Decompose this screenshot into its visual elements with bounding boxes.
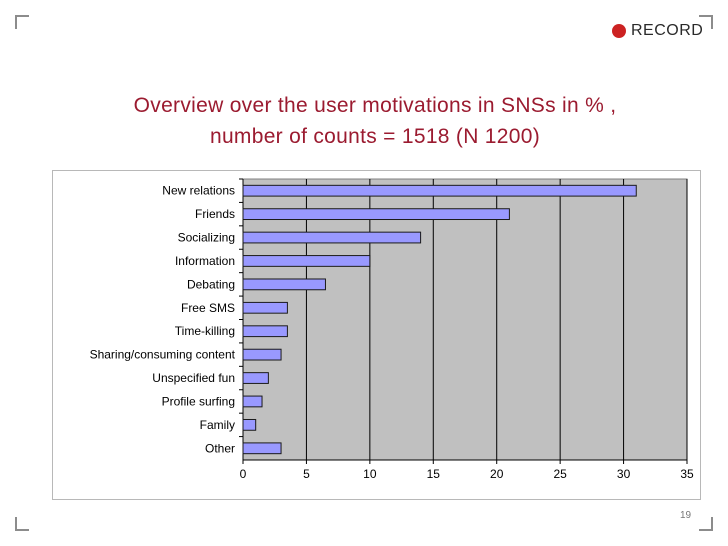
bar-friends xyxy=(242,208,510,221)
y-category-label: Other xyxy=(205,441,235,455)
logo-dot-icon xyxy=(612,24,626,38)
y-category-label: Family xyxy=(200,418,235,432)
plot-area xyxy=(242,178,688,461)
bar-sharing-consuming-content xyxy=(242,348,282,361)
bar-unspecified-fun xyxy=(242,372,269,384)
bar-new-relations xyxy=(242,184,637,197)
x-tick-label: 10 xyxy=(363,467,377,481)
y-category-label: Information xyxy=(175,254,235,268)
corner-mark-top-left xyxy=(15,15,29,29)
page-number: 19 xyxy=(680,510,692,521)
x-tick-label: 0 xyxy=(240,467,247,481)
y-category-label: Friends xyxy=(195,207,235,221)
bar-profile-surfing xyxy=(242,395,263,408)
y-category-label: Free SMS xyxy=(181,301,235,315)
x-tick-label: 15 xyxy=(427,467,441,481)
logo-text: RECORD xyxy=(631,22,704,39)
y-category-label: Sharing/consuming content xyxy=(90,348,236,362)
y-category-label: Profile surfing xyxy=(162,394,235,408)
bar-socializing xyxy=(242,231,422,244)
x-tick-label: 35 xyxy=(680,467,694,481)
corner-mark-bottom-right xyxy=(699,517,713,531)
bar-family xyxy=(242,418,257,431)
slide-title: Overview over the user motivations in SN… xyxy=(40,90,710,152)
chart-frame: 0 5 10 15 20 25 30 35 New relations Friends Social… xyxy=(52,170,701,500)
x-tick-label: 5 xyxy=(303,467,310,481)
slide-title-line-2: number of counts = 1518 (N 1200) xyxy=(209,125,541,148)
bar-debating xyxy=(242,278,326,291)
bar-time-killing xyxy=(242,325,288,338)
y-category-label: Debating xyxy=(187,277,235,291)
x-tick-label: 20 xyxy=(490,467,504,481)
corner-mark-top-right xyxy=(699,15,713,29)
bar-information xyxy=(242,255,371,267)
bar-other xyxy=(242,442,282,455)
y-category-label: New relations xyxy=(162,184,235,198)
bar-chart: 0 5 10 15 20 25 30 35 New relations Friends Social… xyxy=(90,178,694,481)
x-tick-label: 25 xyxy=(553,467,567,481)
bar-free-sms xyxy=(242,301,288,314)
slide-title-line-1: Overview over the user motivations in SN… xyxy=(133,94,617,117)
y-category-label: Socializing xyxy=(178,231,235,245)
x-tick-label: 30 xyxy=(617,467,631,481)
record-logo: RECORD xyxy=(612,22,703,40)
y-category-label: Unspecified fun xyxy=(152,371,235,385)
y-category-label: Time-killing xyxy=(175,324,235,338)
corner-mark-bottom-left xyxy=(15,517,29,531)
